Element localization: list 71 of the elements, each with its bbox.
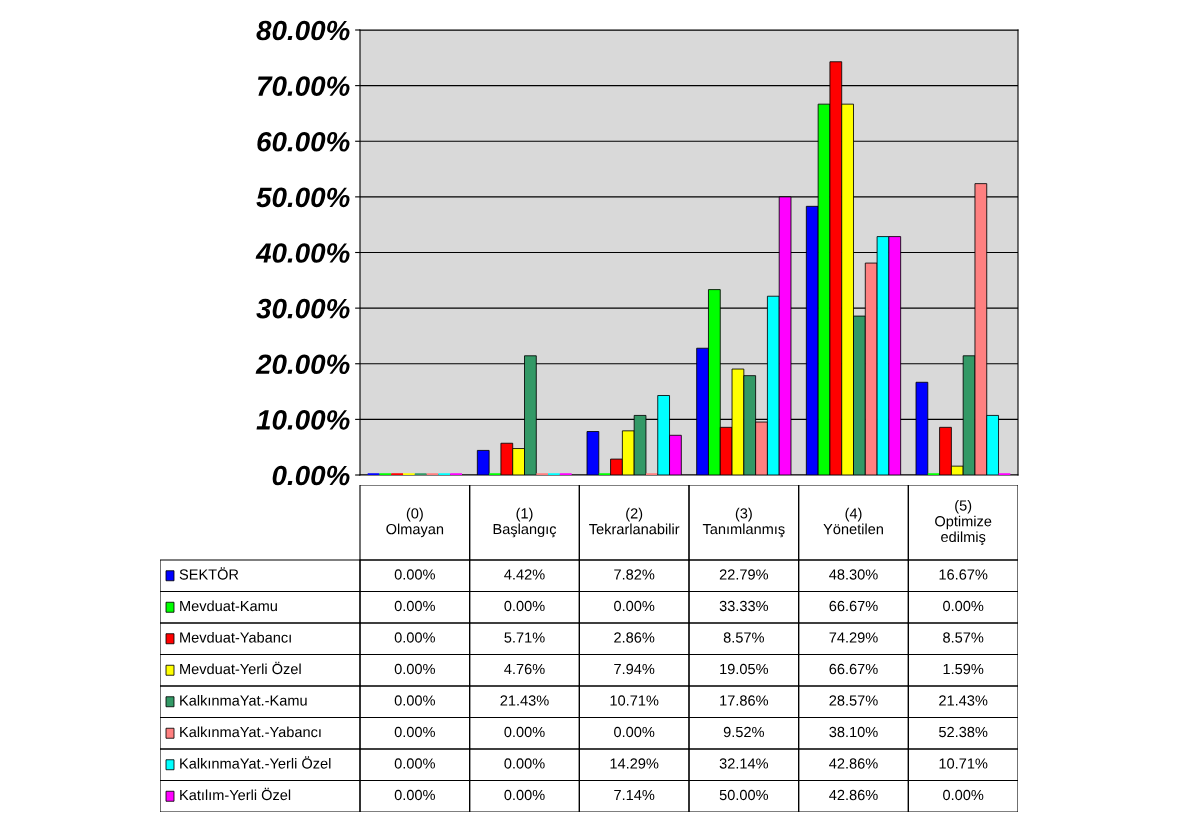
y-tick-label: 30.00%	[256, 298, 350, 319]
data-label: 22.79%	[719, 569, 769, 580]
data-label: 8.57%	[723, 632, 764, 643]
x-tick-label: (0) Olmayan	[386, 507, 444, 538]
data-label: 52.38%	[939, 726, 988, 738]
data-label: 0.00%	[394, 600, 435, 612]
x-tick-label: (5) Optimize edilmiş	[935, 499, 992, 546]
data-label: 0.00%	[504, 726, 545, 738]
y-tick-label: 60.00%	[257, 131, 350, 152]
data-label: 21.43%	[500, 695, 549, 706]
legend-label: Mevduat-Yerli Özel	[180, 661, 301, 675]
data-label: 0.00%	[394, 726, 435, 738]
data-label: 8.57%	[943, 632, 984, 643]
data-label: 0.00%	[394, 758, 435, 769]
data-label: 0.00%	[394, 632, 435, 643]
data-label: 0.00%	[943, 789, 984, 801]
legend-label: Katılım-Yerli Özel	[180, 787, 291, 801]
data-label: 0.00%	[614, 600, 655, 612]
y-tick-label: 40.00%	[255, 243, 350, 263]
data-label: 21.43%	[939, 695, 988, 706]
x-tick-label: (3) Tanımlanmış	[702, 507, 785, 538]
data-label: 66.67%	[829, 663, 878, 675]
data-label: 4.76%	[504, 663, 545, 675]
data-label: 50.00%	[719, 789, 769, 801]
data-label: 17.86%	[720, 695, 769, 706]
data-label: 33.33%	[719, 600, 769, 612]
legend-label: KalkınmaYat.-Yabancı	[180, 726, 321, 738]
data-label: 0.00%	[394, 663, 435, 675]
data-label: 0.00%	[394, 695, 435, 706]
data-label: 28.57%	[829, 695, 878, 706]
data-label: 32.14%	[719, 758, 769, 769]
data-label: 2.86%	[614, 632, 655, 643]
legend-label: KalkınmaYat.-Yerli Özel	[180, 756, 331, 769]
data-label: 42.86%	[829, 758, 878, 769]
data-label: 16.67%	[939, 569, 988, 580]
y-tick-label: 50.00%	[256, 187, 350, 208]
data-label: 9.52%	[723, 726, 764, 738]
data-label: 7.82%	[614, 569, 655, 580]
y-tick-label: 10.00%	[256, 410, 350, 430]
data-label: 0.00%	[943, 600, 984, 612]
data-label: 7.14%	[614, 789, 655, 801]
data-label: 0.00%	[504, 758, 545, 769]
y-tick-label: 80.00%	[256, 20, 350, 41]
y-tick-label: 70.00%	[258, 76, 350, 96]
legend-label: Mevduat-Yabancı	[180, 631, 291, 643]
data-label: 74.29%	[829, 632, 878, 643]
data-label: 42.86%	[829, 789, 878, 801]
data-label: 5.71%	[504, 632, 545, 643]
legend-label: KalkınmaYat.-Kamu	[180, 694, 307, 706]
data-label: 19.05%	[720, 663, 769, 675]
data-label: 4.42%	[504, 569, 545, 580]
data-label: 1.59%	[943, 663, 984, 675]
data-label: 0.00%	[614, 726, 655, 738]
data-label: 14.29%	[610, 758, 659, 769]
data-label: 0.00%	[394, 789, 435, 801]
y-tick-label: 20.00%	[255, 354, 350, 375]
data-label: 66.67%	[829, 600, 878, 612]
data-label: 0.00%	[504, 600, 545, 612]
x-tick-label: (2) Tekrarlanabilir	[589, 507, 680, 535]
data-label: 38.10%	[829, 726, 878, 738]
data-label: 48.30%	[829, 569, 878, 580]
data-label: 7.94%	[614, 663, 655, 675]
legend-label: SEKTÖR	[179, 567, 239, 580]
data-label: 0.00%	[394, 569, 435, 580]
x-tick-label: (1) Başlangıç	[493, 507, 557, 538]
data-label: 0.00%	[504, 789, 545, 801]
data-label: 10.71%	[939, 758, 988, 769]
data-label: 10.71%	[610, 695, 659, 706]
y-tick-label: 0.00%	[272, 465, 350, 486]
legend-label: Mevduat-Kamu	[180, 600, 277, 612]
x-tick-label: (4) Yönetilen	[823, 507, 883, 535]
